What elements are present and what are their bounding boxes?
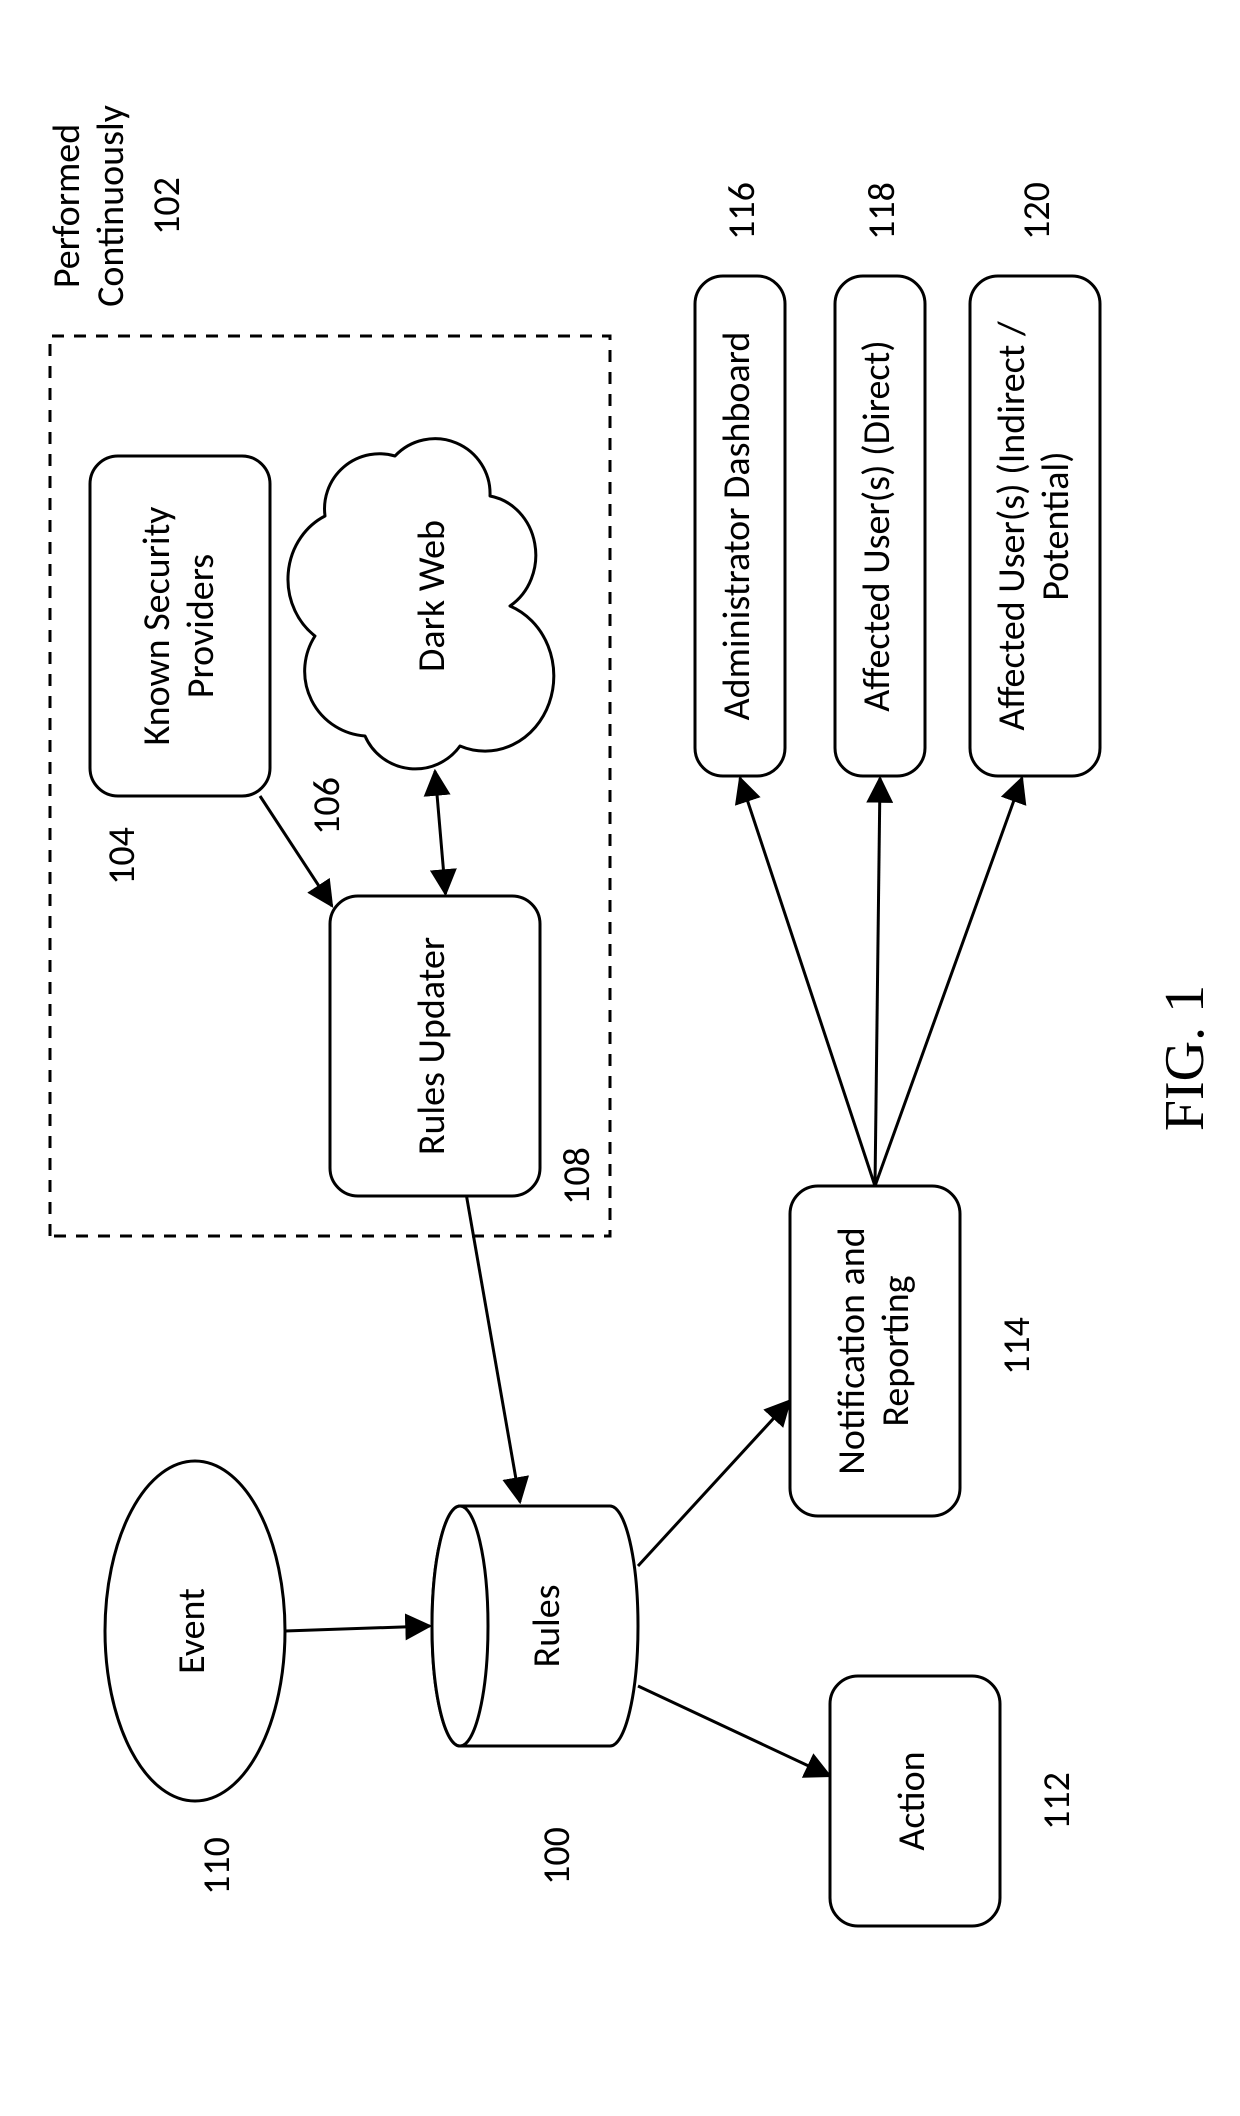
ref-118: 118 <box>859 182 905 240</box>
svg-text:Performed: Performed <box>44 124 90 288</box>
ref-120: 120 <box>1014 182 1060 240</box>
shapes-layer <box>50 276 1100 1926</box>
diagram-svg: Event Rules Action Notification andReportin… <box>0 0 1240 2116</box>
ref-100: 100 <box>534 1827 580 1885</box>
ref-110: 110 <box>194 1837 240 1895</box>
svg-text:Dark Web: Dark Web <box>409 520 455 672</box>
svg-text:Notification and: Notification and <box>829 1227 875 1474</box>
svg-text:Rules: Rules <box>524 1584 570 1667</box>
svg-text:Known Security: Known Security <box>134 506 180 745</box>
ref-104: 104 <box>99 827 145 885</box>
ref-106: 106 <box>304 777 350 835</box>
svg-text:Affected User(s) (Direct): Affected User(s) (Direct) <box>854 340 900 711</box>
edge-notif-admin <box>740 778 875 1186</box>
svg-text:Action: Action <box>889 1751 935 1850</box>
rules-cylinder-top <box>432 1506 488 1746</box>
svg-text:Potential): Potential) <box>1033 451 1079 600</box>
figure-label: FIG. 1 <box>1154 985 1216 1131</box>
edge-rules-notification <box>638 1401 790 1567</box>
page-stage: Event Rules Action Notification andReportin… <box>0 0 1240 2116</box>
edge-darkweb-updater <box>435 771 446 894</box>
edge-rules-action <box>638 1686 830 1776</box>
svg-text:Rules Updater: Rules Updater <box>409 937 455 1155</box>
svg-text:Affected User(s) (Indirect /: Affected User(s) (Indirect / <box>989 321 1035 731</box>
ref-112: 112 <box>1034 1772 1080 1830</box>
ref-116: 116 <box>719 182 765 240</box>
edge-updater-rules <box>467 1196 521 1502</box>
svg-text:Administrator Dashboard: Administrator Dashboard <box>714 332 760 721</box>
svg-text:Providers: Providers <box>178 554 224 698</box>
diagram-canvas-rotated: Event Rules Action Notification andReportin… <box>0 0 1240 2116</box>
edge-event-rules <box>285 1626 430 1631</box>
ref-108: 108 <box>554 1147 600 1205</box>
svg-text:Continuously: Continuously <box>88 105 134 307</box>
svg-text:Reporting: Reporting <box>873 1275 919 1426</box>
ref-102: 102 <box>144 177 190 235</box>
edge-notif-direct <box>875 778 880 1186</box>
ref-114: 114 <box>994 1317 1040 1375</box>
edge-notif-indirect <box>875 778 1022 1186</box>
svg-text:Event: Event <box>169 1588 215 1674</box>
